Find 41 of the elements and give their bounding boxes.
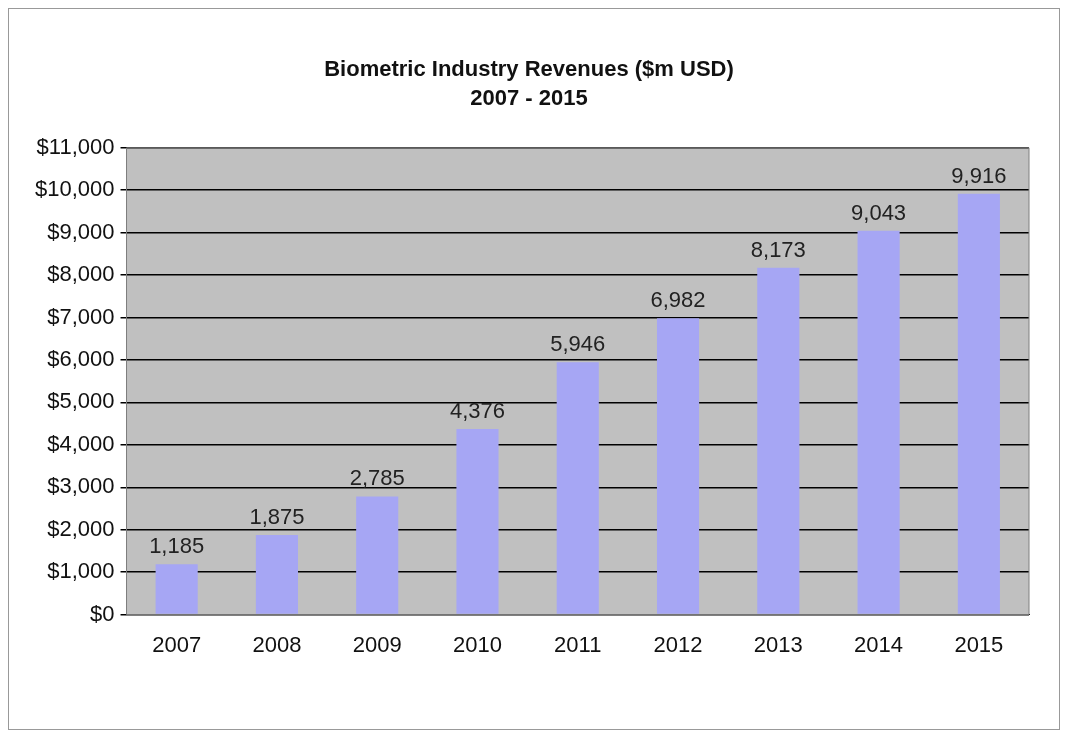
bar xyxy=(957,193,1000,614)
y-tick-label: $5,000 xyxy=(47,388,115,414)
data-label: 6,982 xyxy=(650,287,706,313)
y-tick-label: $8,000 xyxy=(47,261,115,287)
chart-subtitle: 2007 - 2015 xyxy=(470,84,588,110)
chart-title: Biometric Industry Revenues ($m USD) xyxy=(324,56,734,82)
x-tick-label: 2014 xyxy=(854,631,904,657)
bar xyxy=(656,318,700,614)
x-tick-label: 2013 xyxy=(753,631,803,657)
data-label: 8,173 xyxy=(750,236,806,262)
x-tick-label: 2010 xyxy=(453,631,502,657)
y-tick-label: $7,000 xyxy=(47,303,115,329)
bar xyxy=(556,362,599,614)
y-tick-label: $2,000 xyxy=(47,515,115,541)
x-tick-label: 2015 xyxy=(954,631,1004,657)
y-tick-label: $4,000 xyxy=(47,430,115,456)
y-tick-label: $3,000 xyxy=(47,473,115,499)
bar xyxy=(356,496,399,614)
x-tick-label: 2008 xyxy=(252,631,302,657)
x-tick-label: 2012 xyxy=(653,631,703,657)
y-tick-label: $0 xyxy=(90,600,115,626)
bar xyxy=(155,564,198,614)
bar xyxy=(456,428,499,614)
data-label: 9,916 xyxy=(951,162,1007,188)
bar xyxy=(757,267,800,614)
x-tick-label: 2011 xyxy=(554,631,602,657)
bar xyxy=(255,535,298,614)
x-tick-label: 2009 xyxy=(352,631,402,657)
data-label: 5,946 xyxy=(550,331,606,357)
x-tick-label: 2007 xyxy=(152,631,202,657)
data-label: 4,376 xyxy=(449,397,506,423)
y-tick-label: $1,000 xyxy=(47,558,115,584)
bar xyxy=(857,230,900,614)
data-label: 9,043 xyxy=(851,199,907,225)
y-tick-label: $9,000 xyxy=(47,218,115,244)
data-label: 1,875 xyxy=(249,504,305,530)
y-tick-label: $6,000 xyxy=(47,346,115,372)
y-tick-label: $11,000 xyxy=(36,133,115,159)
y-tick-label: $10,000 xyxy=(34,176,115,202)
data-label: 1,185 xyxy=(149,533,205,559)
data-label: 2,785 xyxy=(349,465,405,491)
